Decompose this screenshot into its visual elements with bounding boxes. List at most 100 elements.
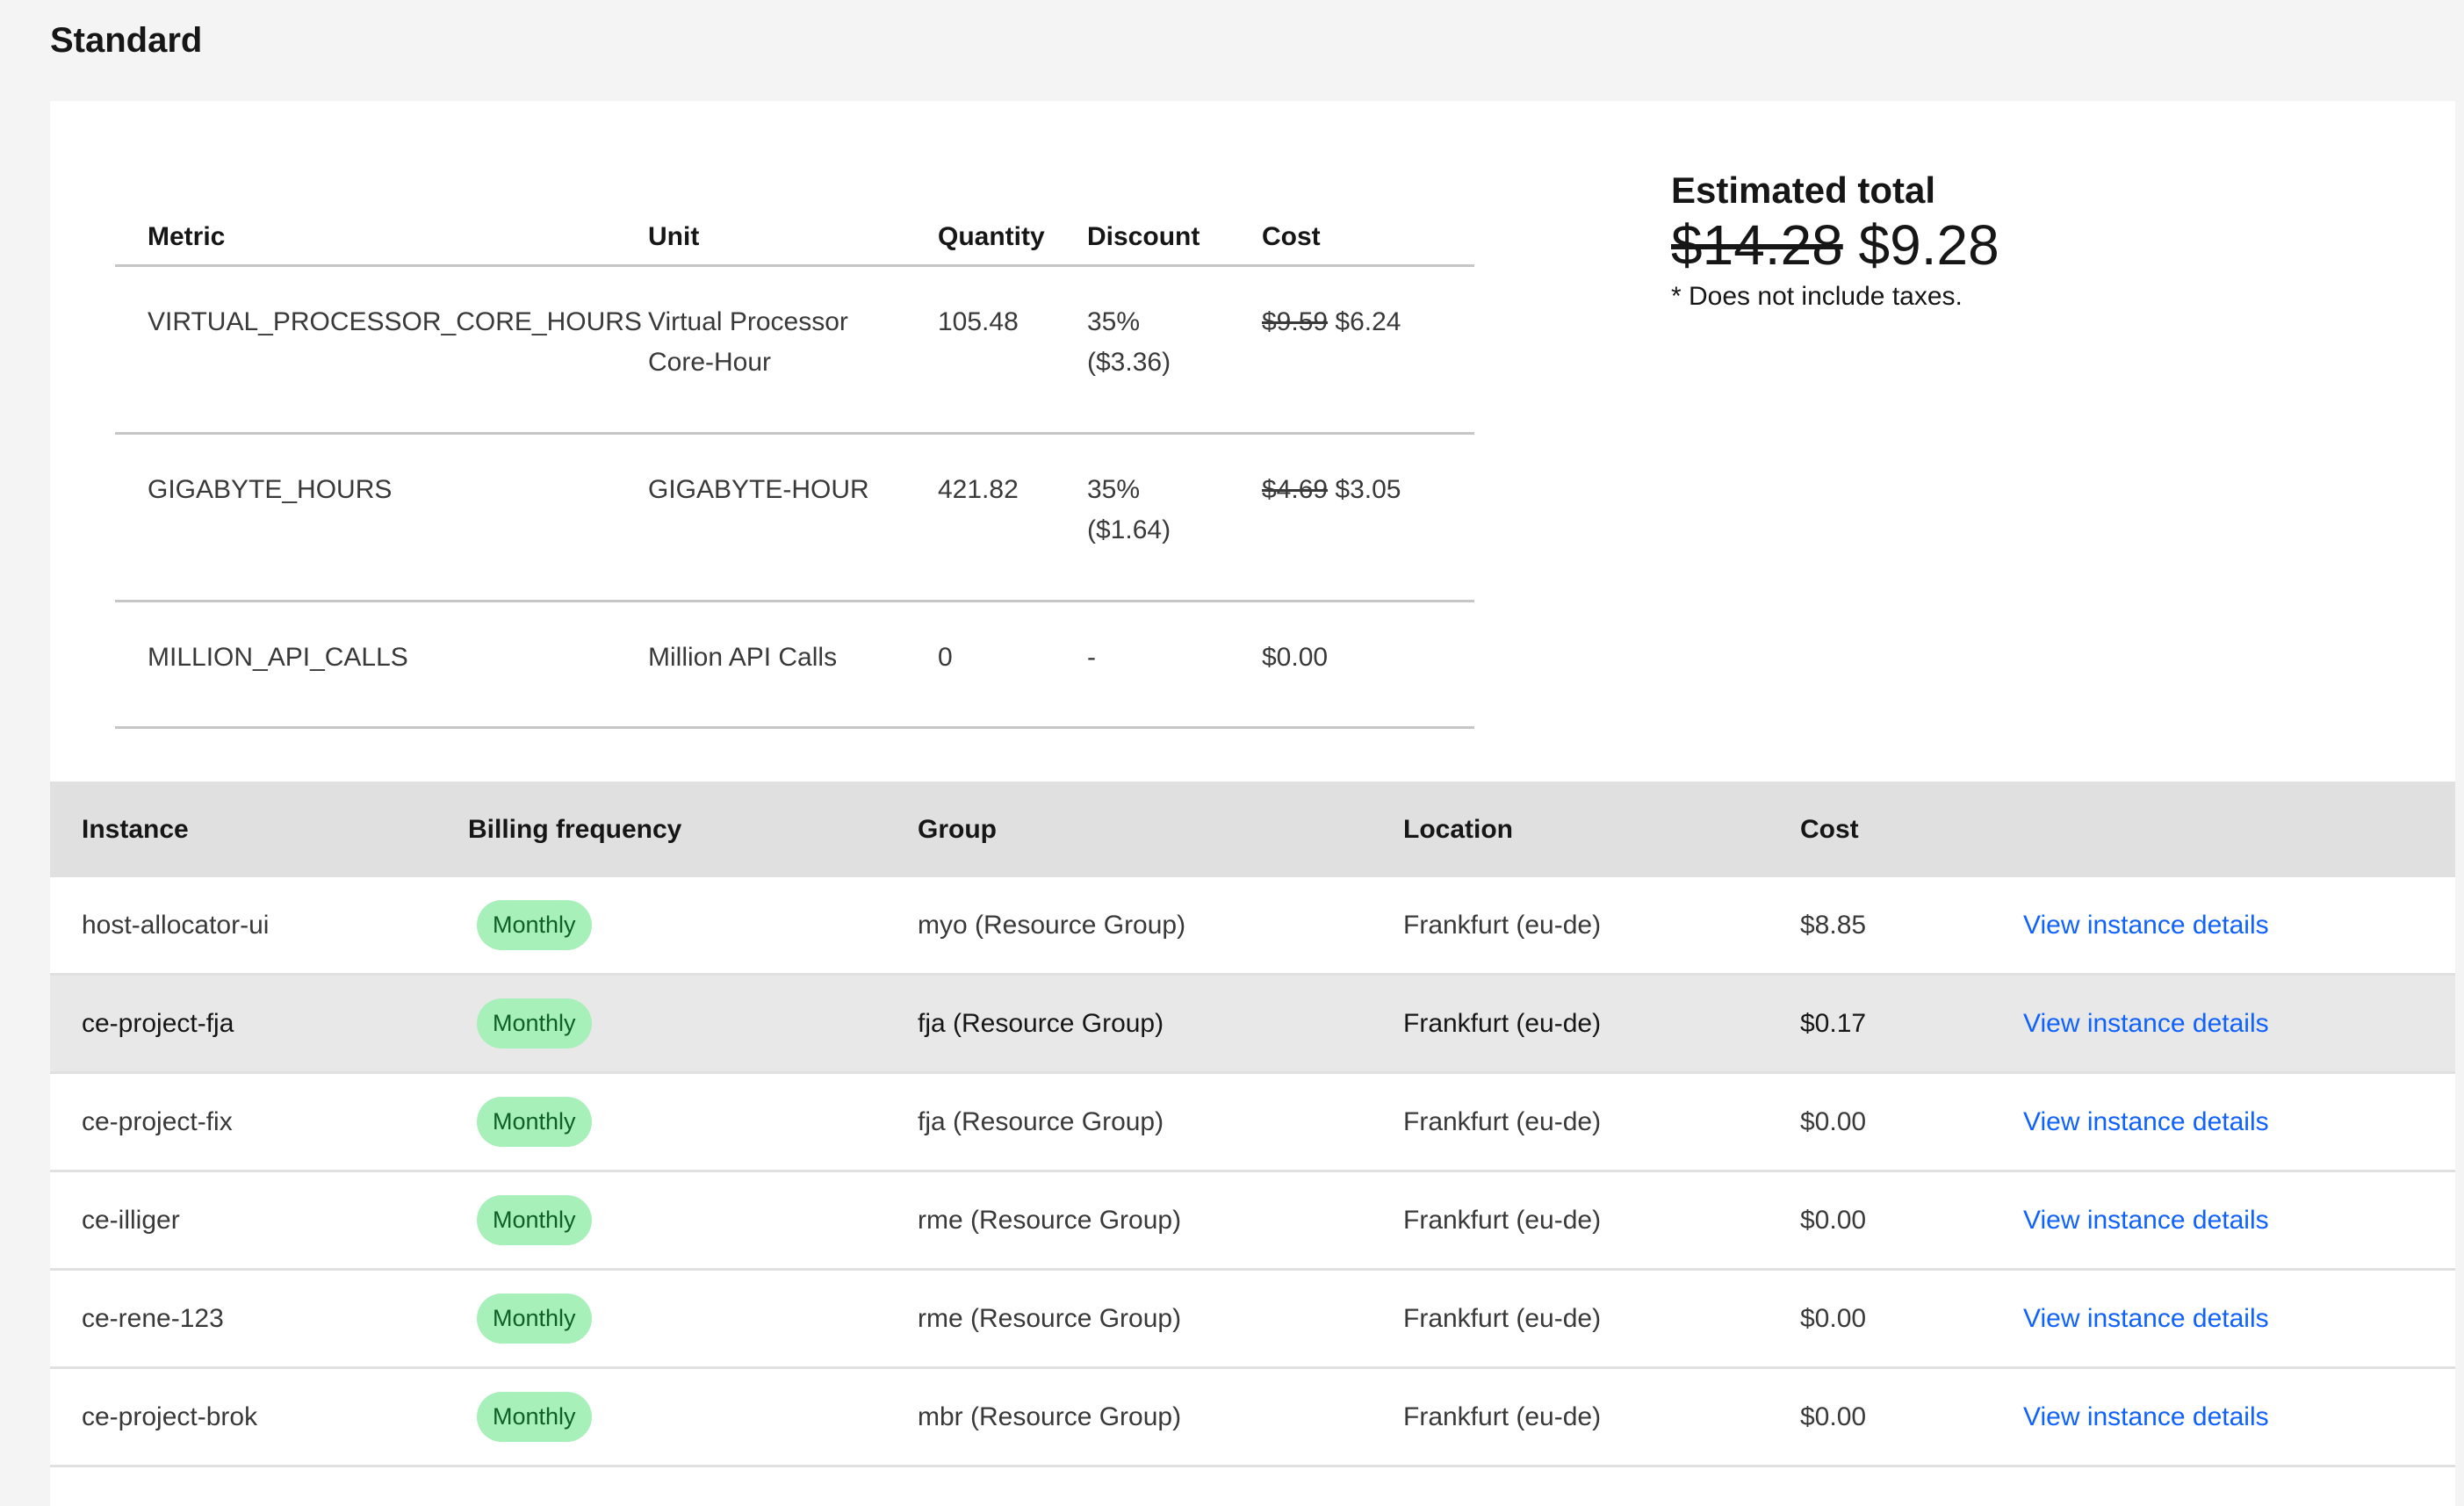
view-instance-details-link[interactable]: View instance details bbox=[2023, 1008, 2269, 1038]
billing-frequency-badge: Monthly bbox=[477, 900, 592, 950]
view-instance-details-link[interactable]: View instance details bbox=[2023, 910, 2269, 940]
unit-line: GIGABYTE-HOUR bbox=[648, 475, 869, 504]
metric-unit: GIGABYTE-HOUR bbox=[648, 433, 938, 602]
header-location: Location bbox=[1403, 782, 1800, 877]
estimated-total: Estimated total $14.28 $9.28 * Does not … bbox=[1671, 169, 1999, 312]
header-instance: Instance bbox=[50, 782, 468, 877]
instance-group: rme (Resource Group) bbox=[918, 1269, 1403, 1369]
section-title: Standard bbox=[50, 21, 203, 60]
actions-cell: View instance details bbox=[2023, 1367, 2455, 1467]
billing-frequency-badge: Monthly bbox=[477, 1293, 592, 1344]
billing-cell: Monthly bbox=[468, 1269, 918, 1369]
billing-frequency-badge: Monthly bbox=[477, 1195, 592, 1245]
unit-line: Virtual Processor bbox=[648, 307, 848, 336]
metric-quantity: 421.82 bbox=[938, 433, 1087, 602]
billing-frequency-badge: Monthly bbox=[477, 1097, 592, 1147]
billing-cell: Monthly bbox=[468, 1072, 918, 1172]
header-unit: Unit bbox=[648, 180, 938, 267]
header-group: Group bbox=[918, 782, 1403, 877]
tax-note: * Does not include taxes. bbox=[1671, 282, 1963, 311]
discounted-cost: $0.00 bbox=[1262, 643, 1329, 672]
header-billing: Billing frequency bbox=[468, 782, 918, 877]
estimate-heading: Estimated total bbox=[1671, 169, 1936, 211]
header-cost: Cost bbox=[1262, 180, 1474, 267]
instance-location: Frankfurt (eu-de) bbox=[1403, 877, 1800, 976]
instance-name: ce-project-fja bbox=[50, 974, 468, 1074]
instance-group: fja (Resource Group) bbox=[918, 1072, 1403, 1172]
metric-cost: $9.59 $6.24 bbox=[1262, 265, 1474, 435]
instance-group: mbr (Resource Group) bbox=[918, 1367, 1403, 1467]
unit-line: Million API Calls bbox=[648, 643, 838, 672]
instance-name: ce-project-fix bbox=[50, 1072, 468, 1172]
discount-percent: - bbox=[1087, 643, 1096, 672]
instance-cost: $0.00 bbox=[1800, 1367, 2023, 1467]
metric-row: VIRTUAL_PROCESSOR_CORE_HOURS Virtual Pro… bbox=[115, 265, 1474, 435]
view-instance-details-link[interactable]: View instance details bbox=[2023, 1205, 2269, 1235]
pricing-panel: Metric Unit Quantity Discount Cost VIRTU… bbox=[50, 101, 2455, 1506]
instance-row: ce-project-brok Monthly mbr (Resource Gr… bbox=[50, 1367, 2455, 1467]
header-quantity: Quantity bbox=[938, 180, 1087, 267]
instances-table: Instance Billing frequency Group Locatio… bbox=[50, 782, 2455, 1467]
instance-cost: $0.00 bbox=[1800, 1269, 2023, 1369]
metric-discount: 35% ($3.36) bbox=[1087, 265, 1262, 435]
metric-discount: 35% ($1.64) bbox=[1087, 433, 1262, 602]
header-actions bbox=[2023, 782, 2455, 877]
instance-name: host-allocator-ui bbox=[50, 877, 468, 976]
instance-location: Frankfurt (eu-de) bbox=[1403, 1171, 1800, 1271]
billing-cell: Monthly bbox=[468, 1171, 918, 1271]
discounted-cost: $3.05 bbox=[1335, 475, 1401, 504]
metric-name: MILLION_API_CALLS bbox=[115, 601, 648, 729]
instance-location: Frankfurt (eu-de) bbox=[1403, 1269, 1800, 1369]
instance-cost: $0.00 bbox=[1800, 1171, 2023, 1271]
billing-cell: Monthly bbox=[468, 877, 918, 976]
instance-location: Frankfurt (eu-de) bbox=[1403, 1072, 1800, 1172]
discounted-cost: $6.24 bbox=[1335, 307, 1401, 336]
unit-line: Core-Hour bbox=[648, 348, 772, 377]
actions-cell: View instance details bbox=[2023, 974, 2455, 1074]
view-instance-details-link[interactable]: View instance details bbox=[2023, 1303, 2269, 1333]
billing-cell: Monthly bbox=[468, 1367, 918, 1467]
billing-cell: Monthly bbox=[468, 974, 918, 1074]
billing-frequency-badge: Monthly bbox=[477, 998, 592, 1048]
original-cost: $9.59 bbox=[1262, 307, 1329, 336]
actions-cell: View instance details bbox=[2023, 877, 2455, 976]
instance-row: host-allocator-ui Monthly myo (Resource … bbox=[50, 877, 2455, 976]
instance-group: fja (Resource Group) bbox=[918, 974, 1403, 1074]
metric-cost: $0.00 bbox=[1262, 601, 1474, 729]
instance-cost: $0.17 bbox=[1800, 974, 2023, 1074]
discount-percent: 35% bbox=[1087, 307, 1141, 336]
instance-row: ce-project-fix Monthly fja (Resource Gro… bbox=[50, 1072, 2455, 1172]
actions-cell: View instance details bbox=[2023, 1072, 2455, 1172]
metric-name: VIRTUAL_PROCESSOR_CORE_HOURS bbox=[115, 265, 648, 435]
metric-row: GIGABYTE_HOURS GIGABYTE-HOUR 421.82 35% (… bbox=[115, 433, 1474, 602]
header-discount: Discount bbox=[1087, 180, 1262, 267]
view-instance-details-link[interactable]: View instance details bbox=[2023, 1402, 2269, 1431]
metric-cost: $4.69 $3.05 bbox=[1262, 433, 1474, 602]
instance-cost: $8.85 bbox=[1800, 877, 2023, 976]
instance-name: ce-rene-123 bbox=[50, 1269, 468, 1369]
instance-row: ce-rene-123 Monthly rme (Resource Group)… bbox=[50, 1269, 2455, 1369]
metrics-table: Metric Unit Quantity Discount Cost VIRTU… bbox=[115, 180, 1474, 729]
header-metric: Metric bbox=[115, 180, 648, 267]
original-total: $14.28 bbox=[1671, 213, 1843, 277]
original-cost: $4.69 bbox=[1262, 475, 1329, 504]
discount-amount: ($3.36) bbox=[1087, 348, 1171, 377]
instance-location: Frankfurt (eu-de) bbox=[1403, 1367, 1800, 1467]
actions-cell: View instance details bbox=[2023, 1269, 2455, 1369]
instance-cost: $0.00 bbox=[1800, 1072, 2023, 1172]
header-cost: Cost bbox=[1800, 782, 2023, 877]
instance-row: ce-project-fja Monthly fja (Resource Gro… bbox=[50, 974, 2455, 1074]
metric-row: MILLION_API_CALLS Million API Calls 0 - … bbox=[115, 601, 1474, 729]
actions-cell: View instance details bbox=[2023, 1171, 2455, 1271]
metric-unit: Million API Calls bbox=[648, 601, 938, 729]
instance-name: ce-illiger bbox=[50, 1171, 468, 1271]
metric-quantity: 0 bbox=[938, 601, 1087, 729]
view-instance-details-link[interactable]: View instance details bbox=[2023, 1106, 2269, 1136]
discounted-total: $9.28 bbox=[1858, 213, 1999, 277]
discount-percent: 35% bbox=[1087, 475, 1141, 504]
metric-discount: - bbox=[1087, 601, 1262, 729]
metric-quantity: 105.48 bbox=[938, 265, 1087, 435]
instance-name: ce-project-brok bbox=[50, 1367, 468, 1467]
instance-location: Frankfurt (eu-de) bbox=[1403, 974, 1800, 1074]
instance-group: rme (Resource Group) bbox=[918, 1171, 1403, 1271]
